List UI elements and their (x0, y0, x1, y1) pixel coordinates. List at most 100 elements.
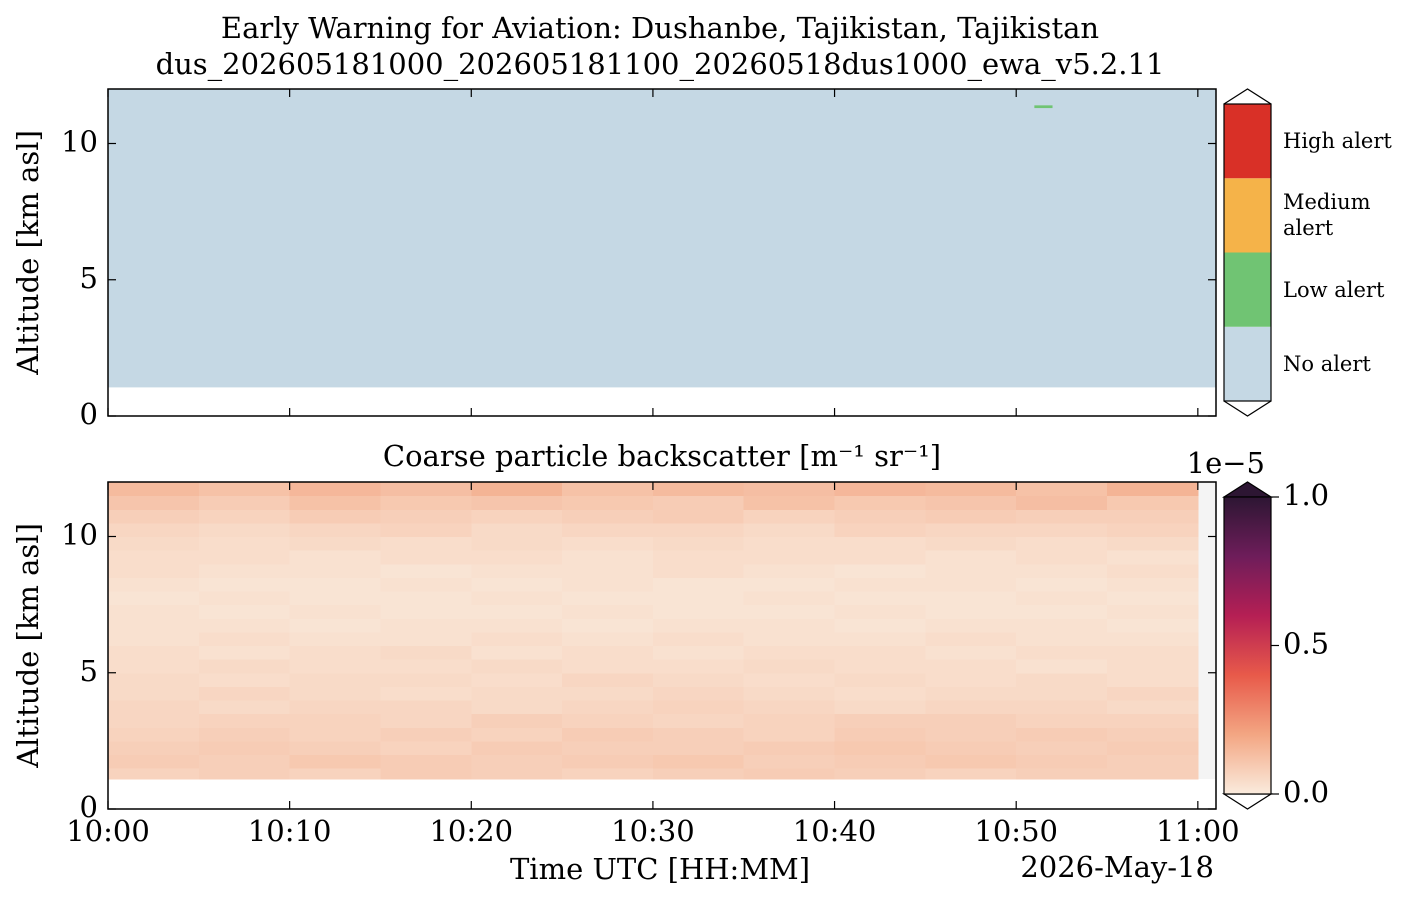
heatmap-cell (289, 536, 381, 551)
heatmap-cell (108, 754, 200, 769)
colorbar-extend (1223, 88, 1272, 105)
heatmap-cell (652, 631, 745, 646)
heatmap-cell (1107, 672, 1199, 687)
heatmap-cell (380, 631, 472, 646)
plot-area (108, 89, 1216, 388)
heatmap-cell (471, 727, 563, 742)
heatmap-cell (1016, 618, 1108, 633)
heatmap-cell (380, 686, 472, 701)
heatmap-cell (743, 727, 836, 742)
heatmap-cell (925, 604, 1017, 619)
date-label: 2026-May-18 (1020, 850, 1214, 884)
heatmap-cell (380, 522, 472, 537)
colorbar-tick-label: 1.0 (1283, 478, 1329, 512)
heatmap-cell (198, 768, 291, 780)
heatmap-cell (743, 768, 836, 780)
heatmap-cell (108, 509, 200, 524)
heatmap-cell (562, 536, 654, 551)
heatmap-cell (108, 536, 200, 551)
heatmap-cell (925, 495, 1017, 510)
heatmap-cell (562, 686, 654, 701)
heatmap-cell (289, 740, 381, 755)
heatmap-cell (198, 522, 291, 537)
heatmap-cell (108, 713, 200, 728)
heatmap-cell (652, 482, 745, 497)
heatmap-cell (562, 645, 654, 660)
heatmap-cell (1107, 659, 1199, 674)
heatmap-cell (562, 727, 654, 742)
heatmap-cell (289, 509, 381, 524)
colorbar-frame (1223, 103, 1272, 402)
heatmap-cell (198, 659, 291, 674)
heatmap-cell (925, 672, 1017, 687)
heatmap-cell (108, 768, 200, 780)
heatmap-cell (380, 700, 472, 715)
heatmap-cell (380, 604, 472, 619)
heatmap-cell (289, 672, 381, 687)
heatmap-cell (1107, 509, 1199, 524)
heatmap-cell (198, 631, 291, 646)
heatmap-cell (834, 672, 926, 687)
heatmap-cell (925, 713, 1017, 728)
heatmap-cell (108, 740, 200, 755)
heatmap-cell (652, 563, 745, 578)
x-tick-label: 10:40 (793, 814, 877, 848)
heatmap-cell (652, 509, 745, 524)
heatmap-cell (380, 495, 472, 510)
heatmap-cell (743, 482, 836, 497)
heatmap-cell (108, 700, 200, 715)
heatmap-cell (562, 577, 654, 592)
heatmap-cell (925, 645, 1017, 660)
heatmap-cell (198, 713, 291, 728)
heatmap-cell (743, 591, 836, 606)
heatmap-cell (562, 631, 654, 646)
heatmap-cell (471, 536, 563, 551)
heatmap-cell (743, 631, 836, 646)
heatmap-cell (562, 495, 654, 510)
x-tick-label: 10:20 (429, 814, 513, 848)
heatmap-cell (743, 754, 836, 769)
heatmap-cell (108, 577, 200, 592)
heatmap-cell (834, 618, 926, 633)
heatmap-cell (1016, 591, 1108, 606)
heatmap-cell (289, 768, 381, 780)
heatmap-cell (834, 550, 926, 565)
heatmap-cell (471, 700, 563, 715)
heatmap-cell (289, 631, 381, 646)
heatmap-cell (471, 645, 563, 660)
heatmap-cell (743, 659, 836, 674)
colorbar-tick-label: 0.5 (1283, 627, 1329, 661)
heatmap-cell (198, 604, 291, 619)
heatmap-cell (471, 550, 563, 565)
heatmap-cell (380, 577, 472, 592)
heatmap-cell (834, 740, 926, 755)
heatmap-cell (108, 645, 200, 660)
heatmap-cell (1016, 550, 1108, 565)
colorbar-tick-label: 0.0 (1283, 775, 1329, 809)
heatmap-cell (652, 577, 745, 592)
heatmap-cell (198, 645, 291, 660)
heatmap-cell (1107, 522, 1199, 537)
heatmap-cell (834, 482, 926, 497)
heatmap-cell (198, 563, 291, 578)
heatmap-cell (471, 672, 563, 687)
heatmap-cell (834, 700, 926, 715)
heatmap-cell (562, 550, 654, 565)
heatmap-cell (1107, 563, 1199, 578)
heatmap-cell (1016, 686, 1108, 701)
heatmap-cell (834, 591, 926, 606)
heatmap-cell (471, 604, 563, 619)
heatmap-cell (198, 672, 291, 687)
heatmap-cell (380, 672, 472, 687)
heatmap-cell (562, 509, 654, 524)
heatmap-cell (743, 509, 836, 524)
heatmap-cell (834, 563, 926, 578)
heatmap-cell (925, 631, 1017, 646)
heatmap-cell (471, 522, 563, 537)
heatmap-cell (562, 482, 654, 497)
heatmap-cell (1016, 604, 1108, 619)
heatmap-cell (562, 740, 654, 755)
heatmap-cell (289, 754, 381, 769)
heatmap-cell (1016, 631, 1108, 646)
heatmap-cell (471, 713, 563, 728)
